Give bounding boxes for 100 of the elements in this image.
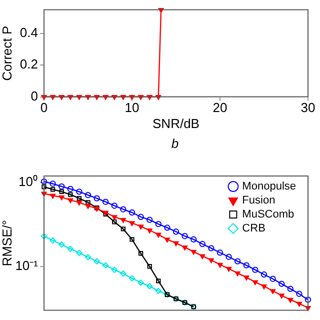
point <box>58 242 65 248</box>
point <box>111 202 118 209</box>
point <box>296 302 302 307</box>
point <box>234 258 241 264</box>
point <box>84 254 92 260</box>
point <box>94 258 100 264</box>
point <box>156 278 161 284</box>
point <box>59 189 64 194</box>
point <box>94 195 100 202</box>
point <box>67 186 74 192</box>
point <box>76 200 82 206</box>
point <box>243 262 250 268</box>
point <box>68 192 73 197</box>
point <box>42 184 46 190</box>
point <box>190 250 196 255</box>
point <box>138 224 144 230</box>
point <box>172 228 180 235</box>
point <box>199 240 206 248</box>
x-tick-label: 30 <box>300 100 316 116</box>
point <box>102 198 109 205</box>
point <box>76 188 82 195</box>
point <box>147 264 152 269</box>
point <box>102 262 109 268</box>
y-tick-label: 10⁻¹ <box>15 258 39 273</box>
point <box>164 238 170 243</box>
point <box>128 209 136 216</box>
point <box>270 276 276 282</box>
y-axis-title: RMSE/° <box>0 220 14 266</box>
point <box>40 233 48 240</box>
point <box>182 246 188 250</box>
x-axis-title: SNR/dB <box>152 116 200 131</box>
point <box>173 241 179 246</box>
point <box>261 284 267 290</box>
point <box>252 266 258 273</box>
point <box>120 206 126 212</box>
point <box>76 196 82 201</box>
y-tick-label: 0.4 <box>20 25 38 40</box>
point <box>50 187 56 192</box>
point <box>112 220 117 224</box>
point <box>190 236 197 243</box>
point <box>50 180 56 187</box>
y-tick-label: 0.2 <box>20 56 38 72</box>
point <box>182 233 188 240</box>
point <box>120 270 126 277</box>
point <box>146 216 153 223</box>
y-tick-label: 0 <box>30 88 38 104</box>
point <box>226 254 232 260</box>
point <box>278 294 284 299</box>
point <box>68 198 74 204</box>
legend-label: MuSComb <box>242 208 294 221</box>
x-tick-label: 0 <box>40 100 48 116</box>
point <box>208 245 214 252</box>
point <box>216 250 224 256</box>
point <box>244 276 250 280</box>
y-tick-label: 10⁰ <box>18 174 38 190</box>
point <box>138 251 144 256</box>
point <box>58 183 65 190</box>
point <box>84 192 92 198</box>
point <box>76 250 82 256</box>
point <box>156 232 162 238</box>
y-axis-title: Correct P <box>0 26 14 81</box>
point <box>120 218 126 223</box>
point <box>138 214 144 220</box>
point <box>130 237 134 242</box>
legend-label: CRB <box>242 222 266 235</box>
point <box>234 271 240 276</box>
point <box>200 254 206 260</box>
point <box>296 290 302 297</box>
point <box>304 296 312 303</box>
point <box>164 224 170 231</box>
point <box>208 258 214 264</box>
point <box>40 178 48 185</box>
point <box>287 286 294 292</box>
point <box>155 220 162 228</box>
point <box>112 215 118 220</box>
point <box>85 204 91 209</box>
x-tick-label: 10 <box>124 100 140 116</box>
point <box>50 237 56 244</box>
point <box>111 266 118 273</box>
point <box>146 283 153 290</box>
point <box>260 271 268 278</box>
legend-label: Fusion <box>242 194 276 207</box>
point <box>217 262 223 268</box>
point <box>129 221 135 226</box>
text: b <box>170 136 180 151</box>
point <box>50 194 56 199</box>
point <box>58 195 64 200</box>
point <box>138 280 144 286</box>
point <box>128 275 136 282</box>
x-tick-label: 20 <box>212 100 228 116</box>
point <box>278 280 285 287</box>
point <box>226 266 232 272</box>
point <box>270 289 276 294</box>
point <box>155 288 162 294</box>
point <box>67 246 74 252</box>
legend-label: Monopulse <box>242 180 296 193</box>
point <box>120 226 126 232</box>
point <box>252 280 258 286</box>
point <box>288 298 294 303</box>
point <box>146 228 152 234</box>
